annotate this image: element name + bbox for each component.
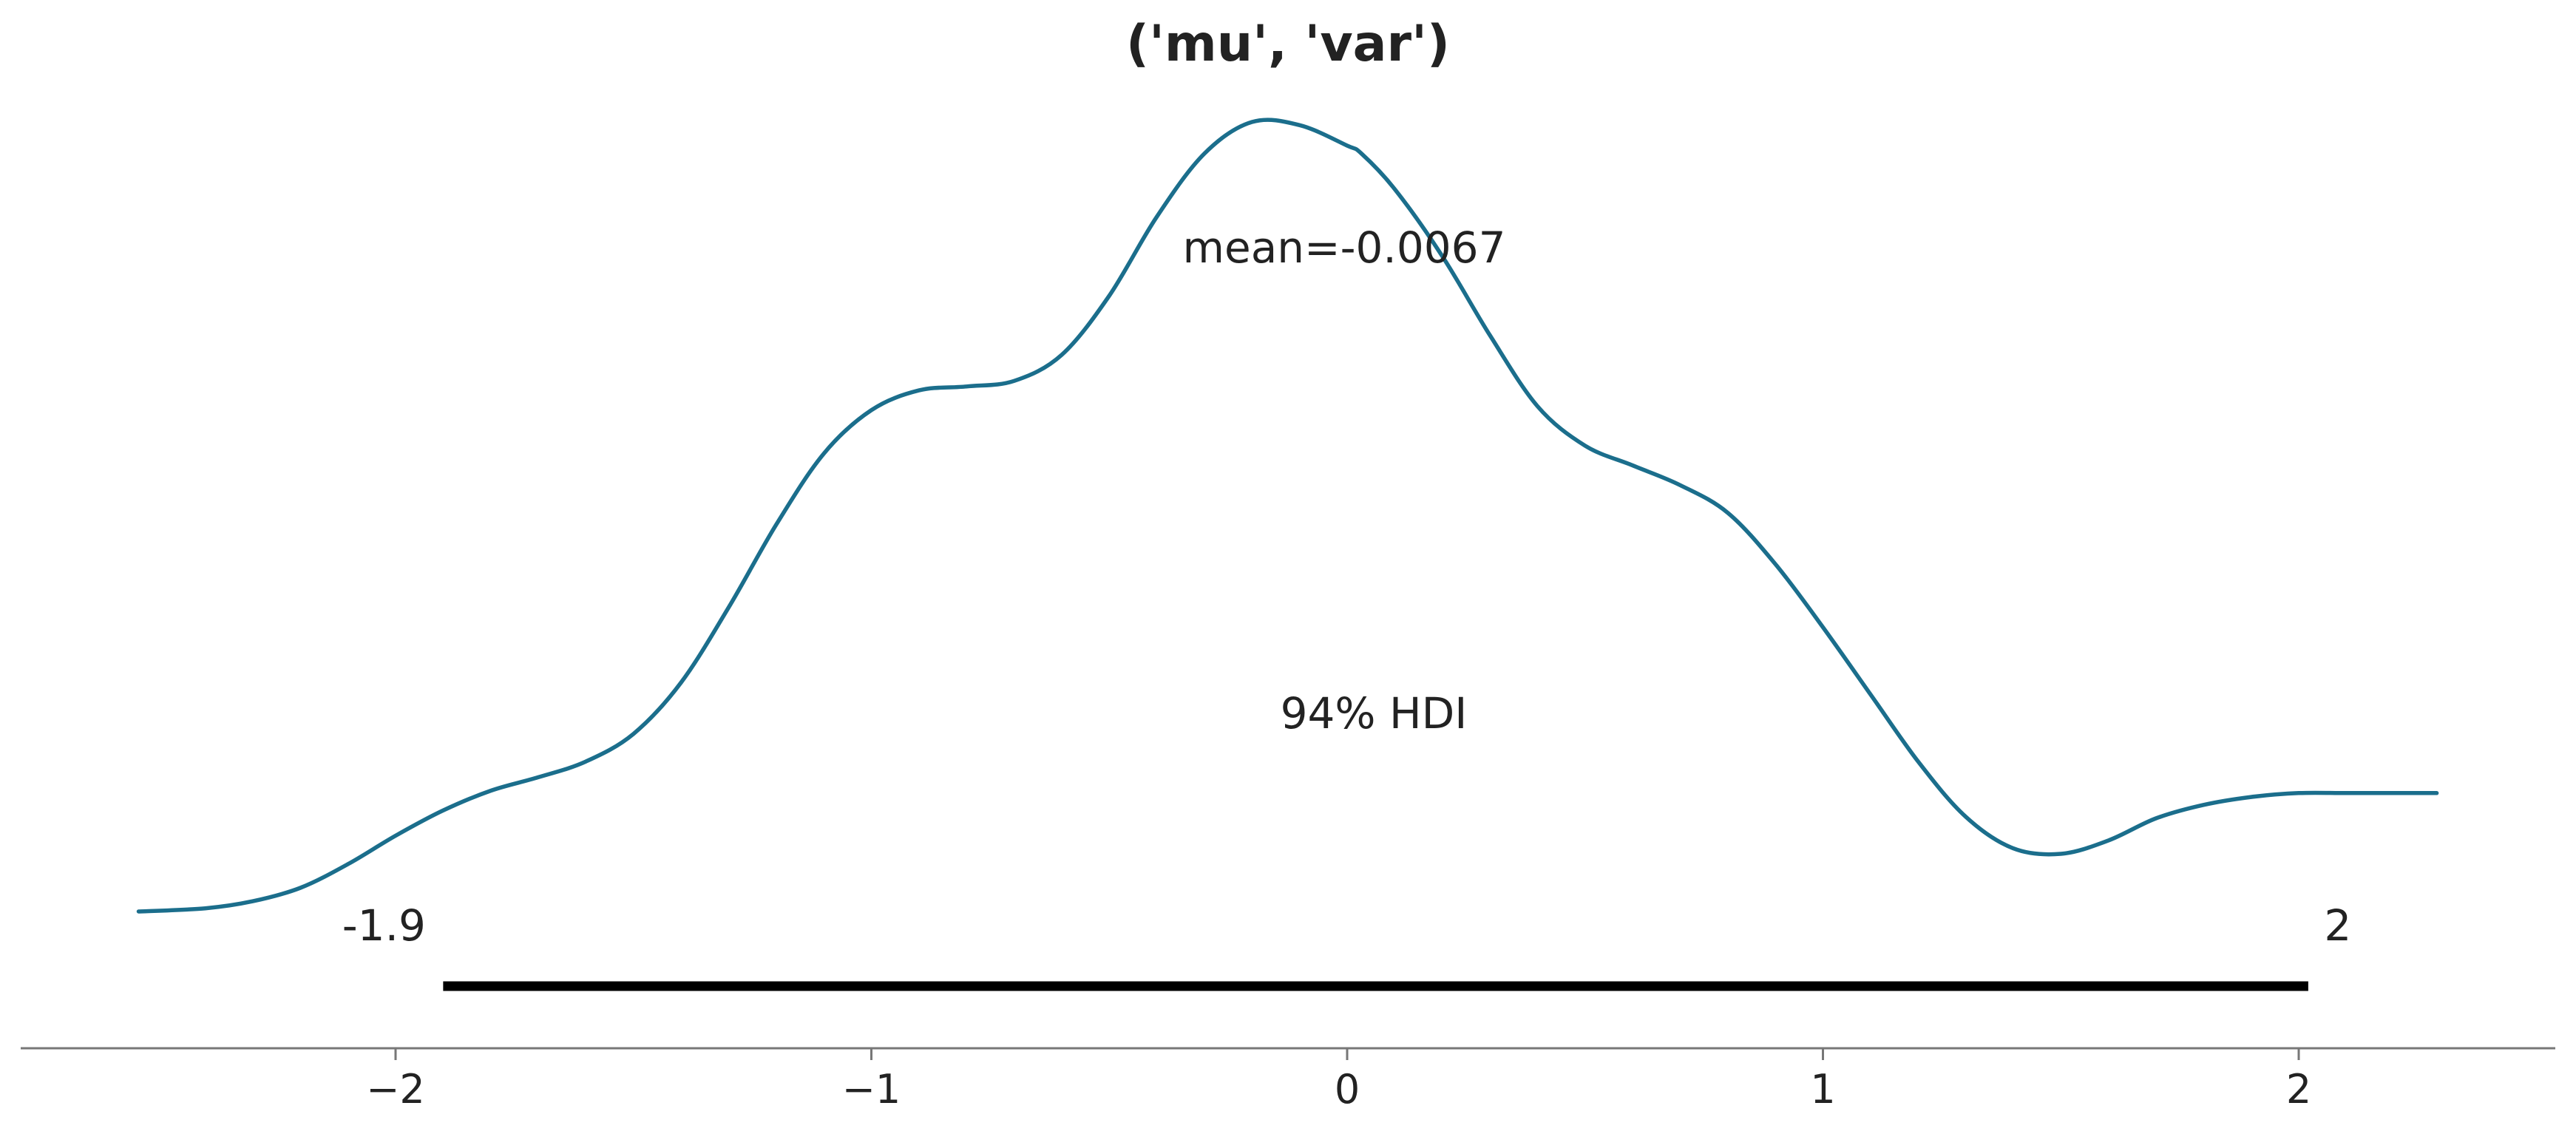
x-tick-label: −1	[842, 1066, 901, 1113]
kde-curve	[136, 118, 2439, 914]
mean-annotation: mean=-0.0067	[1183, 223, 1506, 273]
chart-title: ('mu', 'var')	[1126, 15, 1450, 73]
hdi-high-label: 2	[2324, 900, 2351, 951]
hdi-label: 94% HDI	[1281, 688, 1468, 739]
x-tick-label: 1	[1810, 1066, 1835, 1113]
x-tick-label: 0	[1335, 1066, 1360, 1113]
hdi-low-label: -1.9	[342, 900, 426, 951]
x-tick-label: 2	[2286, 1066, 2311, 1113]
x-tick-label: −2	[366, 1066, 425, 1113]
x-axis-ticks: −2 −1 0 1 2	[366, 1048, 2311, 1113]
